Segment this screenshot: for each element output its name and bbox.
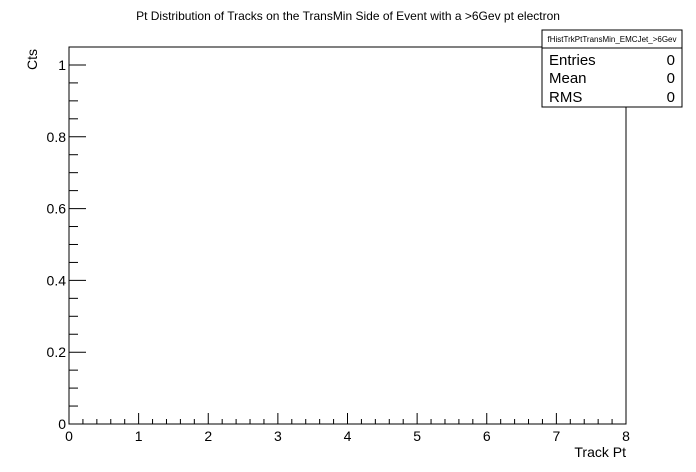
stats-mean-label: Mean [549,70,587,87]
stats-rms-value: 0 [667,89,675,106]
y-tick-label: 0.6 [47,201,67,217]
y-tick-label: 0.8 [47,129,67,145]
x-axis-title: Track Pt [574,444,626,460]
x-tick-label: 2 [204,428,212,444]
stats-entries-value: 0 [667,52,675,69]
y-tick-label: 0 [58,416,66,432]
x-tick-label: 6 [483,428,491,444]
stats-mean-value: 0 [667,70,675,87]
x-axis: 0 1 2 3 4 5 6 7 8 [65,413,630,444]
y-tick-label: 0.2 [47,344,67,360]
y-tick-label: 1 [58,57,66,73]
x-tick-label: 1 [135,428,143,444]
x-tick-label: 8 [622,428,630,444]
x-tick-label: 3 [274,428,282,444]
stats-box-frame [541,29,683,108]
y-tick-label: 0.4 [47,272,67,288]
stats-box-name: fHistTrkPtTransMin_EMCJet_>6Gev [548,35,677,44]
x-tick-label: 4 [344,428,352,444]
x-tick-label: 7 [552,428,560,444]
x-tick-label: 0 [65,428,73,444]
y-axis-title: Cts [24,49,40,70]
stats-rms-label: RMS [549,89,582,106]
stats-entries-label: Entries [549,52,596,69]
y-axis: 0 0.2 0.4 0.6 0.8 1 [47,46,86,432]
stats-box: fHistTrkPtTransMin_EMCJet_>6Gev Entries … [541,29,683,108]
chart-title: Pt Distribution of Tracks on the TransMi… [136,9,560,23]
x-tick-label: 5 [413,428,421,444]
